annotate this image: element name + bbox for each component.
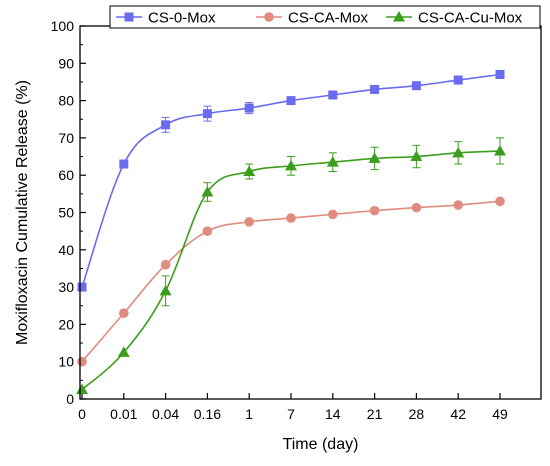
data-point — [495, 69, 505, 79]
legend: CS-0-Mox CS-CA-Mox CS-CA-Cu-Mox — [109, 5, 541, 29]
data-point — [160, 259, 171, 270]
y-tick-label: 100 — [51, 18, 75, 34]
data-point — [453, 75, 463, 85]
legend-swatch-marker — [264, 12, 274, 22]
data-point — [77, 282, 87, 292]
legend-swatch-marker — [393, 11, 405, 22]
legend-box — [109, 5, 541, 29]
y-tick-label: 80 — [58, 93, 74, 109]
data-point — [326, 156, 339, 167]
data-point — [370, 84, 380, 94]
x-tick-label: 1 — [245, 406, 253, 422]
data-point — [201, 185, 214, 197]
x-tick-label: 42 — [450, 406, 466, 422]
x-tick-label: 49 — [492, 406, 508, 422]
data-point — [285, 159, 297, 171]
x-axis-ticks: 0 0.01 0.04 0.16 1 7 14 21 28 42 49 — [78, 393, 508, 422]
x-tick-label: 0.16 — [194, 406, 221, 422]
x-tick-label: 0.04 — [152, 406, 179, 422]
series-curves — [81, 73, 501, 391]
data-point — [243, 165, 256, 176]
x-axis-title: Time (day) — [283, 436, 359, 453]
data-point — [286, 96, 296, 106]
legend-label: CS-CA-Cu-Mox — [418, 10, 523, 27]
series-markers — [76, 69, 506, 395]
x-tick-label: 28 — [409, 406, 425, 422]
data-point — [368, 152, 381, 163]
x-tick-label: 14 — [325, 406, 341, 422]
data-point — [117, 346, 130, 357]
x-tick-label: 7 — [287, 406, 295, 422]
data-point — [161, 120, 171, 130]
plot-frame — [79, 25, 542, 400]
series-line-1 — [81, 73, 501, 288]
data-point — [119, 159, 129, 169]
data-point — [411, 202, 422, 213]
data-point — [119, 308, 129, 319]
data-point — [328, 209, 338, 220]
y-tick-label: 50 — [58, 205, 74, 221]
data-point — [159, 284, 172, 296]
y-axis-ticks: 0 10 20 30 40 50 60 70 80 90 100 — [51, 18, 86, 407]
y-tick-label: 20 — [58, 316, 74, 332]
series-line-3 — [81, 150, 501, 391]
x-tick-label: 0.01 — [110, 406, 137, 422]
y-tick-label: 90 — [58, 55, 74, 71]
data-point — [494, 144, 506, 156]
y-tick-label: 60 — [58, 167, 74, 183]
y-tick-label: 40 — [58, 242, 74, 258]
data-point — [202, 226, 213, 236]
data-point — [328, 90, 338, 100]
data-point — [410, 150, 423, 162]
x-tick-label: 21 — [367, 406, 383, 422]
data-point — [76, 383, 88, 395]
error-bars — [161, 70, 504, 307]
series-line-2 — [81, 200, 501, 363]
y-axis-title: Moxifloxacin Cumulative Release (%) — [14, 80, 31, 345]
data-point — [452, 146, 465, 158]
data-point — [453, 200, 464, 210]
data-point — [244, 217, 254, 227]
data-point — [286, 213, 296, 223]
y-tick-label: 10 — [58, 354, 74, 370]
data-point — [369, 205, 380, 216]
y-tick-label: 30 — [58, 279, 74, 295]
data-point — [202, 109, 212, 119]
legend-label: CS-0-Mox — [148, 10, 216, 27]
data-point — [77, 356, 87, 367]
data-point — [495, 196, 505, 207]
y-tick-label: 0 — [66, 391, 74, 407]
x-tick-label: 0 — [78, 406, 86, 422]
y-tick-label: 70 — [58, 130, 74, 146]
legend-label: CS-CA-Mox — [288, 10, 369, 27]
data-point — [411, 81, 421, 91]
legend-swatch-marker — [124, 12, 134, 22]
data-point — [244, 103, 254, 113]
